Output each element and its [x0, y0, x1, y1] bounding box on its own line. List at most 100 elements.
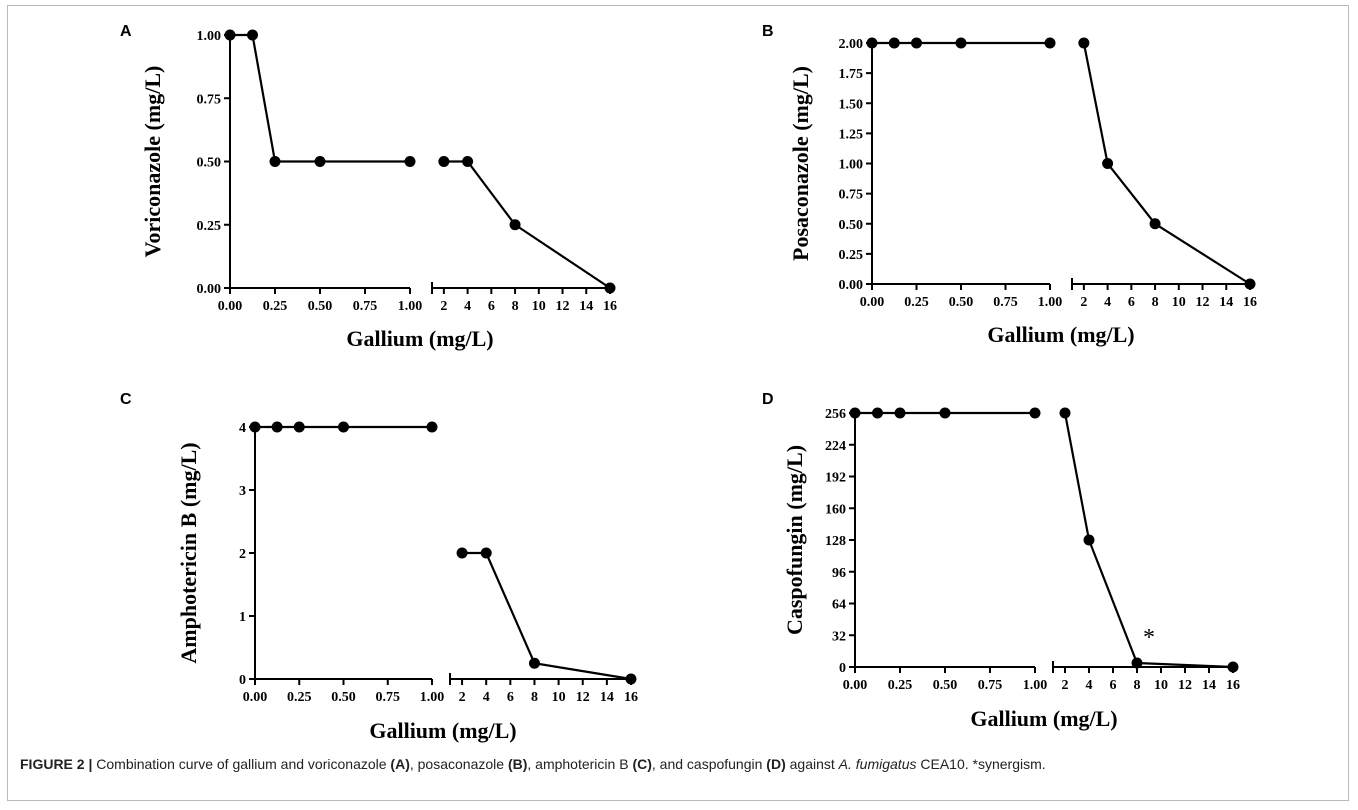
x-tick-label: 14	[600, 690, 614, 705]
x-tick-label: 0.50	[949, 295, 974, 310]
data-point	[426, 421, 438, 433]
series-line-segment-1	[230, 33, 410, 163]
data-point	[894, 407, 906, 419]
chart-panel-a: A 0.00 0.25 0.50 0.75 1.00 0.00 0.25 0.50 0.75 1.0…	[120, 23, 617, 351]
caption-segment: (B)	[507, 756, 528, 772]
x-tick-label: 8	[1152, 295, 1159, 310]
x-tick-label: 6	[1128, 295, 1135, 310]
caption-body: Combination curve of gallium and voricon…	[92, 756, 1045, 772]
y-tick-label: 1.00	[197, 29, 222, 44]
caption-segment: , and caspofungin	[651, 756, 767, 772]
data-point	[1227, 661, 1239, 673]
x-tick-label: 0.25	[263, 299, 288, 314]
y-axis-label: Posaconazole (mg/L)	[788, 66, 813, 261]
x-tick-label: 14	[1219, 295, 1233, 310]
caption-segment: Combination curve of gallium and voricon…	[92, 756, 391, 772]
panel-letter: D	[762, 391, 774, 408]
chart-panel-b: B 0.00 0.25 0.50 0.75 1.00 1.25 1.50 1.75 2.00 0.0…	[762, 23, 1257, 347]
y-tick-label: 1	[239, 610, 246, 625]
data-point	[1083, 534, 1095, 546]
data-point	[456, 547, 468, 559]
x-tick-label: 0.50	[331, 690, 356, 705]
x-tick-label: 0.25	[287, 690, 312, 705]
x-tick-label: 12	[556, 299, 570, 314]
data-point	[338, 421, 349, 433]
y-tick-label: 160	[825, 502, 846, 517]
y-tick-label: 128	[825, 534, 846, 549]
data-point	[1149, 218, 1161, 230]
data-point	[269, 156, 281, 167]
data-point	[438, 156, 450, 167]
x-tick-label: 1.00	[398, 299, 423, 314]
x-tick-label: 14	[579, 299, 593, 314]
x-tick-label: 14	[1202, 678, 1216, 693]
data-point	[911, 37, 922, 49]
data-point	[888, 37, 900, 49]
x-tick-label: 10	[1154, 678, 1168, 693]
data-point	[480, 547, 492, 559]
x-tick-label: 10	[552, 690, 566, 705]
series-line-segment-2	[1063, 412, 1234, 669]
x-tick-label: 2	[459, 690, 466, 705]
y-tick-label: 1.25	[839, 127, 864, 142]
x-tick-label: 8	[531, 690, 538, 705]
caption-segment: CEA10. *synergism.	[916, 756, 1046, 772]
data-point	[1131, 657, 1143, 669]
x-tick-label: 0.25	[888, 678, 913, 693]
x-tick-label: 0.00	[243, 690, 268, 705]
x-tick-label: 16	[1243, 295, 1257, 310]
caption-segment: against	[785, 756, 839, 772]
data-point	[1044, 37, 1056, 49]
x-tick-label: 0.00	[218, 299, 243, 314]
x-tick-label: 0.75	[978, 678, 1003, 693]
data-point	[872, 407, 883, 419]
x-tick-label: 6	[1110, 678, 1117, 693]
data-point	[1102, 158, 1114, 169]
x-axis-label: Gallium (mg/L)	[987, 322, 1134, 347]
caption-segment: , posaconazole	[409, 756, 508, 772]
y-tick-label: 0.25	[839, 248, 864, 263]
x-tick-label: 16	[1226, 678, 1240, 693]
y-tick-label: 0.25	[197, 219, 222, 234]
data-point	[247, 29, 258, 41]
figure-caption: FIGURE 2 | Combination curve of gallium …	[20, 756, 1340, 772]
data-point	[1059, 407, 1071, 419]
x-tick-label: 4	[483, 690, 490, 705]
panel-letter: B	[762, 23, 774, 40]
data-point	[625, 673, 637, 685]
data-point	[224, 29, 236, 41]
y-tick-label: 192	[825, 471, 846, 486]
x-tick-label: 0.00	[860, 295, 885, 310]
y-tick-label: 2.00	[839, 37, 864, 52]
x-tick-label: 2	[1062, 678, 1069, 693]
x-tick-label: 16	[624, 690, 638, 705]
y-tick-label: 0.50	[839, 218, 864, 233]
data-point	[955, 37, 967, 49]
x-tick-label: 0.75	[353, 299, 378, 314]
y-tick-label: 32	[832, 629, 846, 644]
x-tick-label: 0.25	[904, 295, 929, 310]
series-line-segment-2	[462, 551, 632, 681]
x-tick-label: 0.00	[843, 678, 868, 693]
data-point	[509, 219, 521, 231]
data-point	[1029, 407, 1041, 419]
y-tick-label: 0.00	[197, 282, 222, 297]
caption-segment: A. fumigatus	[838, 756, 917, 772]
annotation-synergism: *	[1143, 625, 1155, 651]
x-tick-label: 2	[440, 299, 447, 314]
x-tick-label: 10	[1172, 295, 1186, 310]
y-axis-label: Voriconazole (mg/L)	[140, 66, 165, 258]
x-tick-label: 4	[464, 299, 471, 314]
caption-segment: (C)	[632, 756, 652, 772]
y-tick-label: 1.50	[839, 97, 864, 112]
data-point	[1078, 37, 1090, 49]
data-point	[462, 156, 474, 167]
data-point	[314, 156, 326, 167]
x-tick-label: 10	[532, 299, 546, 314]
y-tick-label: 0.00	[839, 278, 864, 293]
y-tick-label: 0	[239, 673, 246, 688]
y-tick-label: 224	[825, 439, 846, 454]
x-axis-label: Gallium (mg/L)	[369, 718, 516, 743]
data-point	[528, 657, 540, 669]
